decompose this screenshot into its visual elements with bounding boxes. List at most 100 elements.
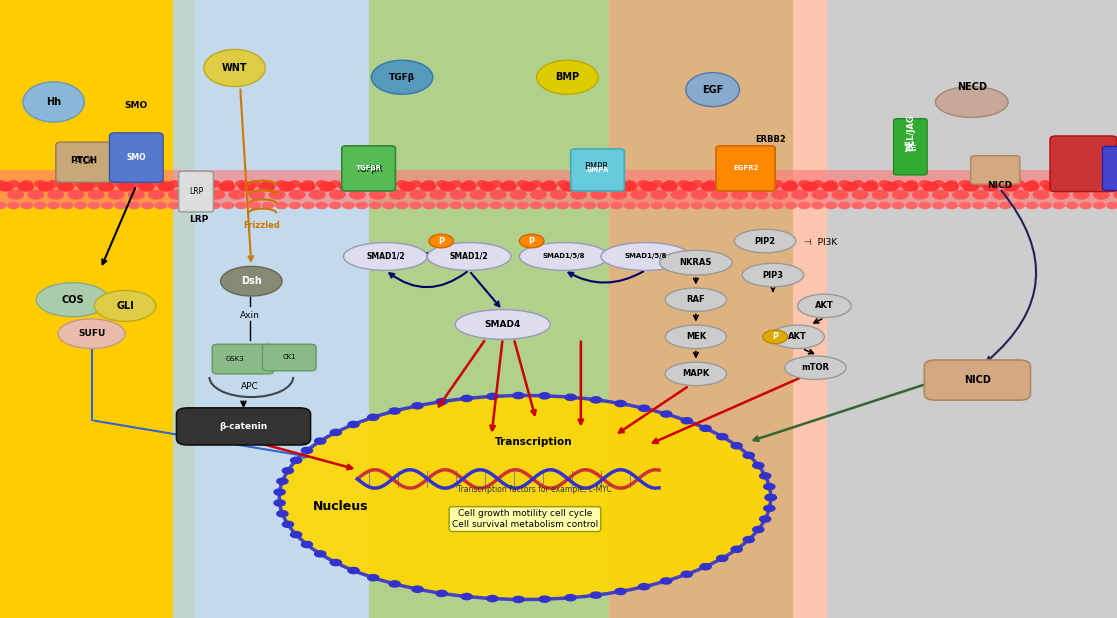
Text: EGF: EGF: [701, 85, 724, 95]
Text: BMP: BMP: [555, 72, 580, 82]
Text: EGFR2: EGFR2: [734, 165, 758, 171]
Circle shape: [370, 190, 385, 199]
Circle shape: [159, 182, 174, 191]
Circle shape: [906, 203, 917, 208]
Circle shape: [919, 181, 930, 187]
Text: Dsh: Dsh: [241, 276, 261, 286]
Circle shape: [370, 203, 381, 208]
Circle shape: [195, 181, 207, 187]
Circle shape: [277, 510, 288, 517]
Circle shape: [331, 559, 342, 565]
Text: DLL/JAG: DLL/JAG: [906, 114, 915, 151]
Text: NECD: NECD: [957, 82, 986, 91]
Circle shape: [1040, 181, 1051, 187]
Circle shape: [701, 182, 717, 191]
Circle shape: [236, 203, 247, 208]
Text: SMAD1/2: SMAD1/2: [366, 252, 404, 261]
Text: NICD: NICD: [987, 181, 1012, 190]
Ellipse shape: [279, 396, 771, 599]
Circle shape: [1104, 182, 1117, 191]
Circle shape: [1063, 182, 1079, 191]
Circle shape: [986, 181, 997, 187]
Text: TGFβR: TGFβR: [355, 166, 382, 174]
Circle shape: [504, 203, 515, 208]
Circle shape: [1107, 181, 1117, 187]
Circle shape: [18, 182, 34, 191]
Circle shape: [38, 182, 54, 191]
Circle shape: [760, 473, 771, 479]
Circle shape: [906, 181, 917, 187]
Text: Transcription: Transcription: [495, 437, 573, 447]
Circle shape: [276, 181, 287, 187]
Circle shape: [75, 181, 86, 187]
Ellipse shape: [221, 266, 281, 296]
Circle shape: [639, 583, 650, 590]
Text: MEK: MEK: [686, 332, 706, 341]
Circle shape: [839, 181, 850, 187]
Circle shape: [993, 190, 1009, 199]
Circle shape: [343, 203, 354, 208]
Circle shape: [356, 203, 367, 208]
Ellipse shape: [735, 229, 795, 253]
Circle shape: [517, 181, 528, 187]
Circle shape: [1067, 181, 1078, 187]
Circle shape: [283, 521, 294, 527]
Circle shape: [169, 190, 184, 199]
Circle shape: [367, 575, 379, 581]
Circle shape: [490, 190, 506, 199]
Circle shape: [752, 190, 767, 199]
Circle shape: [319, 182, 335, 191]
Circle shape: [598, 203, 609, 208]
Circle shape: [1080, 181, 1091, 187]
Circle shape: [758, 203, 770, 208]
Circle shape: [222, 181, 233, 187]
Circle shape: [28, 190, 44, 199]
Circle shape: [477, 181, 488, 187]
Text: PTCH: PTCH: [74, 158, 94, 166]
FancyBboxPatch shape: [369, 0, 793, 618]
Ellipse shape: [456, 310, 551, 339]
Text: TGFβ: TGFβ: [389, 73, 416, 82]
Text: Hh: Hh: [46, 97, 61, 107]
Circle shape: [330, 203, 341, 208]
Circle shape: [615, 588, 627, 595]
Text: Transcription factors for example, c-MYC: Transcription factors for example, c-MYC: [457, 485, 611, 494]
Circle shape: [557, 203, 569, 208]
Circle shape: [1013, 203, 1024, 208]
Circle shape: [397, 203, 408, 208]
Ellipse shape: [771, 325, 824, 349]
FancyBboxPatch shape: [262, 344, 316, 371]
Text: SMO: SMO: [126, 153, 146, 162]
Circle shape: [0, 203, 6, 208]
Circle shape: [450, 190, 466, 199]
Ellipse shape: [686, 73, 739, 107]
Circle shape: [389, 408, 400, 414]
Circle shape: [892, 190, 908, 199]
Circle shape: [229, 190, 245, 199]
Circle shape: [78, 182, 94, 191]
FancyBboxPatch shape: [179, 171, 213, 212]
Ellipse shape: [763, 330, 787, 344]
Circle shape: [440, 182, 456, 191]
Circle shape: [1027, 181, 1038, 187]
Circle shape: [490, 203, 502, 208]
Circle shape: [437, 203, 448, 208]
Circle shape: [611, 181, 622, 187]
Circle shape: [621, 182, 637, 191]
Circle shape: [681, 418, 693, 424]
Circle shape: [531, 181, 542, 187]
Text: mTOR: mTOR: [801, 363, 830, 372]
Circle shape: [799, 181, 810, 187]
Circle shape: [825, 203, 837, 208]
Circle shape: [1000, 181, 1011, 187]
Circle shape: [61, 203, 73, 208]
Ellipse shape: [935, 87, 1008, 117]
Circle shape: [758, 181, 770, 187]
Circle shape: [933, 203, 944, 208]
Circle shape: [986, 203, 997, 208]
Circle shape: [822, 182, 838, 191]
Text: PIP3: PIP3: [763, 271, 783, 279]
Text: SMAD4: SMAD4: [485, 320, 521, 329]
Circle shape: [410, 181, 421, 187]
Circle shape: [504, 181, 515, 187]
